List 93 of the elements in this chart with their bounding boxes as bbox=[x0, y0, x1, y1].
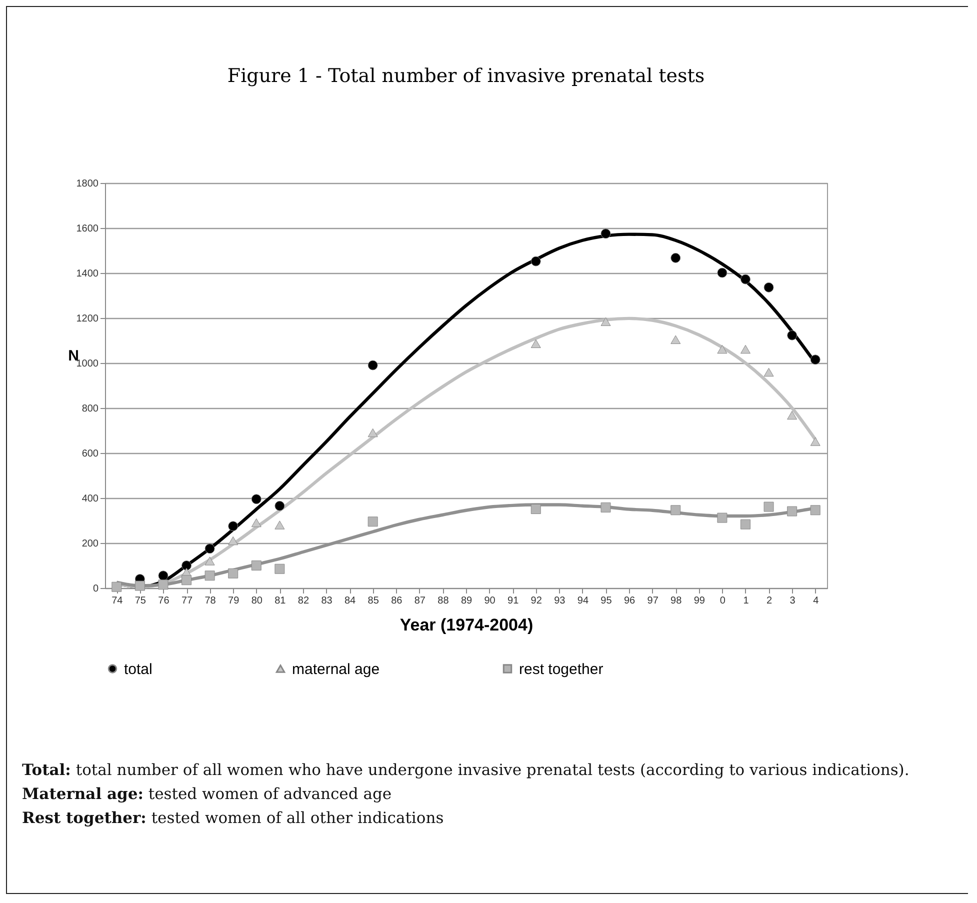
point bbox=[182, 575, 192, 586]
chart-title: Figure 1 - Total number of invasive prenatal tests bbox=[227, 65, 705, 87]
point bbox=[112, 582, 122, 592]
point bbox=[368, 428, 378, 438]
x-tick-label: 0 bbox=[720, 596, 726, 606]
point bbox=[182, 560, 192, 570]
x-tick-label: 97 bbox=[647, 596, 659, 606]
point bbox=[787, 410, 798, 420]
x-tick-label: 95 bbox=[600, 596, 612, 606]
point bbox=[740, 344, 750, 354]
x-tick-label: 77 bbox=[181, 596, 194, 606]
point bbox=[810, 354, 820, 365]
point bbox=[764, 282, 774, 292]
point bbox=[228, 521, 238, 532]
point bbox=[530, 504, 541, 514]
x-tick-label: 86 bbox=[391, 596, 403, 606]
y-tick-label: 600 bbox=[82, 448, 99, 460]
x-tick-label: 93 bbox=[554, 596, 566, 606]
point bbox=[600, 228, 611, 239]
x-tick-label: 90 bbox=[484, 596, 496, 606]
point bbox=[787, 330, 798, 340]
point bbox=[274, 500, 285, 511]
x-tick-label: 79 bbox=[228, 596, 240, 606]
point bbox=[810, 437, 820, 446]
y-tick-label: 1200 bbox=[76, 314, 99, 324]
point bbox=[251, 560, 262, 570]
point bbox=[228, 568, 238, 578]
point bbox=[228, 536, 238, 546]
legend-label: rest together bbox=[519, 660, 604, 678]
y-tick-label: 1800 bbox=[76, 178, 99, 190]
x-tick-label: 87 bbox=[414, 596, 426, 606]
point bbox=[740, 274, 750, 284]
x-tick-label: 80 bbox=[251, 596, 263, 606]
y-tick-label: 200 bbox=[82, 538, 99, 550]
x-tick-label: 81 bbox=[274, 596, 286, 606]
legend-label: total bbox=[124, 660, 152, 678]
point bbox=[717, 268, 728, 278]
point bbox=[670, 505, 681, 516]
x-tick-label: 4 bbox=[813, 596, 820, 606]
point bbox=[251, 518, 262, 528]
point bbox=[600, 502, 611, 512]
point bbox=[717, 344, 728, 354]
point bbox=[158, 570, 168, 581]
x-tick-label: 84 bbox=[344, 596, 356, 606]
point bbox=[274, 520, 285, 530]
point bbox=[530, 339, 541, 348]
point bbox=[204, 544, 215, 554]
point bbox=[740, 519, 750, 530]
point bbox=[787, 506, 798, 516]
x-tick-label: 78 bbox=[204, 596, 216, 606]
x-axis-title: Year (1974-2004) bbox=[400, 616, 534, 634]
x-tick-label: 94 bbox=[577, 596, 589, 606]
point bbox=[204, 570, 215, 581]
y-tick-label: 400 bbox=[82, 494, 99, 504]
point bbox=[810, 505, 820, 516]
point bbox=[158, 580, 168, 590]
x-tick-label: 92 bbox=[530, 596, 542, 606]
point bbox=[204, 556, 215, 566]
point bbox=[368, 360, 378, 370]
point bbox=[717, 512, 728, 523]
x-tick-label: 1 bbox=[743, 596, 750, 606]
text: Rest together: tested women of all other indications bbox=[22, 807, 445, 829]
x-tick-label: 75 bbox=[134, 596, 146, 606]
point bbox=[600, 317, 611, 326]
x-tick-label: 83 bbox=[321, 596, 333, 606]
point bbox=[368, 516, 378, 527]
point bbox=[764, 502, 774, 512]
x-tick-label: 74 bbox=[112, 596, 124, 606]
x-tick-label: 96 bbox=[624, 596, 636, 606]
text: Maternal age: tested women of advanced age bbox=[22, 783, 393, 805]
point bbox=[251, 494, 262, 504]
point bbox=[670, 335, 681, 344]
point bbox=[670, 252, 681, 263]
x-tick-label: 99 bbox=[694, 596, 706, 606]
text: Total: total number of all women who have undergone invasive prenatal tests (according to various indications). bbox=[22, 759, 910, 781]
x-tick-label: 82 bbox=[298, 596, 310, 606]
point bbox=[530, 256, 541, 266]
y-tick-label: 1400 bbox=[76, 268, 99, 280]
x-tick-label: 85 bbox=[368, 596, 380, 606]
x-tick-label: 88 bbox=[438, 596, 450, 606]
y-tick-label: 800 bbox=[82, 404, 99, 414]
point bbox=[134, 580, 145, 591]
point bbox=[274, 564, 285, 574]
x-tick-label: 76 bbox=[158, 596, 170, 606]
x-tick-label: 2 bbox=[766, 596, 772, 606]
x-tick-label: 98 bbox=[670, 596, 682, 606]
legend-label: maternal age bbox=[292, 660, 380, 678]
x-tick-label: 89 bbox=[460, 596, 472, 606]
x-tick-label: 91 bbox=[508, 596, 520, 606]
y-tick-label: 1600 bbox=[76, 224, 99, 234]
y-tick-label: 0 bbox=[92, 584, 99, 594]
x-tick-label: 3 bbox=[790, 596, 796, 606]
point bbox=[764, 368, 774, 377]
